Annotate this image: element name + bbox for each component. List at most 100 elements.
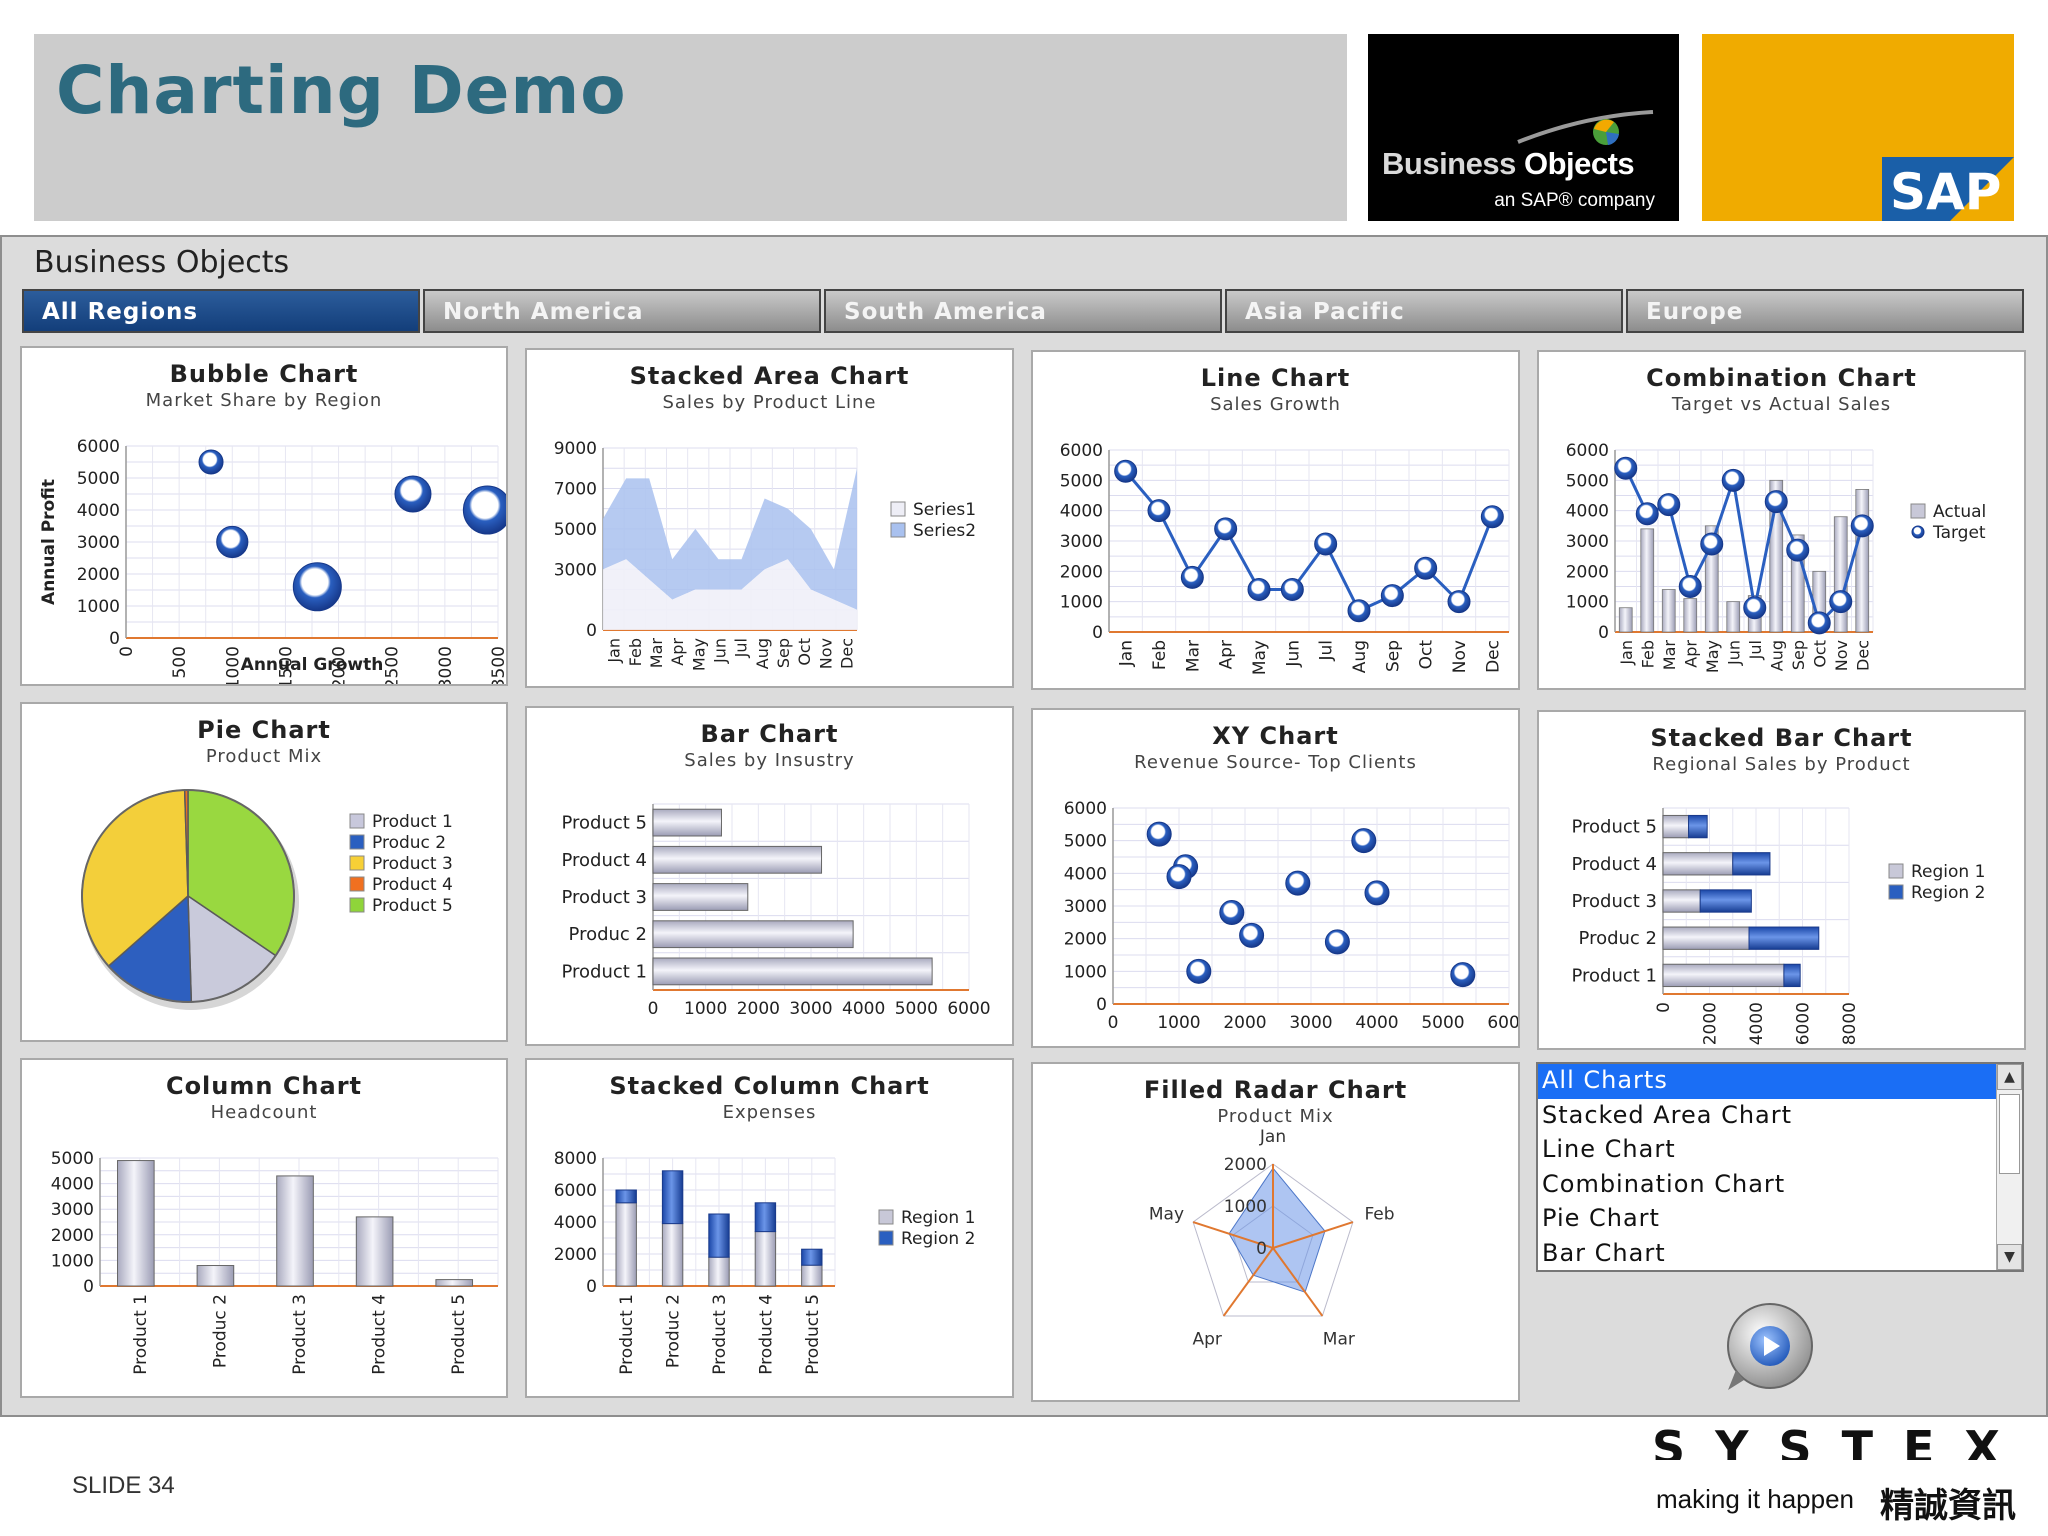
y-tick-label: 0 xyxy=(586,621,597,641)
stacked-bar-region-2 xyxy=(1732,852,1771,876)
chart-list-item[interactable]: Pie Chart xyxy=(1542,1204,1660,1232)
stacked-column-chart-panel[interactable]: Stacked Column Chart Expenses 0 2000 4000 6… xyxy=(525,1058,1014,1398)
x-tick-label: 5000 xyxy=(1421,1013,1464,1033)
radar-axis-label: Jan xyxy=(1259,1127,1286,1147)
y-tick-label: 6000 xyxy=(554,1181,597,1201)
stacked-bar-region-1 xyxy=(1662,963,1785,988)
x-tick-label: Nov xyxy=(816,638,835,669)
y-tick-label: 4000 xyxy=(77,501,120,521)
area-series-1 xyxy=(603,559,857,630)
stacked-bar-chart-panel[interactable]: Stacked Bar Chart Regional Sales by Prod… xyxy=(1537,710,2026,1050)
x-tick-label: Product 1 xyxy=(131,1294,151,1375)
tab-all-regions[interactable]: All Regions xyxy=(22,289,420,333)
chart-list-item[interactable]: Combination Chart xyxy=(1542,1169,1786,1198)
y-tick-label: 5000 xyxy=(51,1149,94,1169)
legend-swatch xyxy=(349,855,365,871)
x-tick-label: 0 xyxy=(1108,1013,1119,1033)
area-series-2 xyxy=(603,468,857,610)
chart-subtitle: Product Mix xyxy=(1217,1106,1334,1127)
x-tick-label: 2500 xyxy=(383,646,403,686)
x-tick-label: Produc 2 xyxy=(210,1294,230,1368)
x-tick-label: Jun xyxy=(1283,640,1303,668)
chart-list-item[interactable]: Line Chart xyxy=(1542,1135,1676,1163)
y-tick-label: 1000 xyxy=(51,1251,94,1271)
stacked-column-region-2 xyxy=(615,1189,637,1204)
line-point xyxy=(1314,532,1338,556)
bar-chart-panel[interactable]: Bar Chart Sales by Insustry 0 1000 2000 300… xyxy=(525,706,1014,1046)
chart-list[interactable]: All Charts Stacked Area Chart Line Chart Co… xyxy=(1536,1062,2024,1272)
stacked-bar-region-2 xyxy=(1688,814,1708,839)
radar-axis-label: Apr xyxy=(1192,1330,1221,1350)
combo-target-point xyxy=(1614,456,1638,480)
chart-list-item[interactable]: Bar Chart xyxy=(1542,1238,1666,1267)
filled-radar-chart-panel[interactable]: Filled Radar Chart Product Mix Jan Feb Mar… xyxy=(1031,1062,1520,1402)
tab-north-america[interactable]: North America xyxy=(423,289,821,333)
legend-label: Actual xyxy=(1933,502,1986,522)
y-tick-label: 8000 xyxy=(554,1149,597,1169)
chart-list-item[interactable]: Stacked Area Chart xyxy=(1542,1100,1793,1129)
scroll-thumb[interactable] xyxy=(1999,1094,2020,1174)
y-tick-label: 2000 xyxy=(1064,930,1107,950)
scroll-up-icon[interactable]: ▲ xyxy=(1997,1064,2022,1090)
x-tick-label: 3000 xyxy=(1289,1013,1332,1033)
y-tick-label: 2000 xyxy=(77,565,120,585)
x-tick-label: Aug xyxy=(1350,640,1370,673)
chart-title: XY Chart xyxy=(1212,722,1339,750)
stacked-bar-region-1 xyxy=(1662,852,1734,876)
x-tick-label: 2000 xyxy=(737,999,780,1019)
chart-list-items: All Charts Stacked Area Chart Line Chart Co… xyxy=(1538,1064,2022,1270)
sap-logo: SAP xyxy=(1702,34,2014,221)
tab-europe[interactable]: Europe xyxy=(1626,289,2024,333)
column-bar xyxy=(276,1175,314,1287)
tab-south-america[interactable]: South America xyxy=(824,289,1222,333)
x-tick-label: Apr xyxy=(668,638,687,666)
radar-axis-label: May xyxy=(1149,1204,1184,1224)
stacked-area-chart-panel[interactable]: Stacked Area Chart Sales by Product Line… xyxy=(525,348,1014,688)
tab-asia-pacific[interactable]: Asia Pacific xyxy=(1225,289,1623,333)
radar-tick-label: 0 xyxy=(1256,1239,1267,1259)
legend-label: Series2 xyxy=(913,521,976,541)
combo-bar xyxy=(1855,489,1870,633)
x-tick-label: Dec xyxy=(1853,640,1872,671)
y-tick-label: 0 xyxy=(83,1277,94,1297)
line-chart-panel[interactable]: Line Chart Sales Growth 0 1000 2000 3000 400… xyxy=(1031,350,1520,690)
y-tick-label: 0 xyxy=(586,1277,597,1297)
y-tick-label: 1000 xyxy=(1566,593,1609,613)
column-chart-panel[interactable]: Column Chart Headcount 0 1000 2000 3000 4000… xyxy=(20,1058,508,1398)
list-scrollbar[interactable]: ▲ ▼ xyxy=(1996,1064,2022,1270)
bubble-chart-panel[interactable]: Bubble Chart Market Share by Region 0 100… xyxy=(20,346,508,686)
x-tick-label: 5000 xyxy=(895,999,938,1019)
stacked-column-region-2 xyxy=(754,1202,777,1233)
x-tick-label: 8000 xyxy=(1840,1002,1860,1045)
xy-chart-panel[interactable]: XY Chart Revenue Source- Top Clients 0 10… xyxy=(1031,708,1520,1048)
chart-list-item[interactable]: All Charts xyxy=(1538,1064,1996,1099)
play-icon[interactable] xyxy=(1722,1300,1818,1396)
y-tick-label: 2000 xyxy=(51,1226,94,1246)
chart-title: Stacked Bar Chart xyxy=(1650,724,1913,752)
bubble-point xyxy=(292,562,342,612)
scroll-down-icon[interactable]: ▼ xyxy=(1997,1244,2022,1270)
xy-point xyxy=(1239,922,1265,948)
sap-logo-text: SAP xyxy=(1890,163,2001,221)
y-tick-label: 4000 xyxy=(51,1175,94,1195)
chart-subtitle: Product Mix xyxy=(205,746,323,767)
legend-label: Product 3 xyxy=(372,854,453,874)
x-tick-label: Apr xyxy=(1217,640,1237,669)
x-tick-label: 6000 xyxy=(1794,1002,1814,1045)
bar xyxy=(652,808,722,837)
x-tick-label: 4000 xyxy=(842,999,885,1019)
legend-swatch xyxy=(890,501,906,517)
legend-label: Series1 xyxy=(913,500,976,520)
legend-label: Product 1 xyxy=(372,812,453,832)
stacked-column-region-2 xyxy=(661,1170,684,1225)
y-axis-label: Annual Profit xyxy=(39,479,59,605)
chart-title: Filled Radar Chart xyxy=(1143,1076,1408,1104)
stacked-bar-chart: 0 2000 4000 6000 8000 Product 1 Produc 2 Produc… xyxy=(1571,807,1985,1045)
combination-chart-panel[interactable]: Combination Chart Target vs Actual Sales… xyxy=(1537,350,2026,690)
x-tick-label: 0 xyxy=(117,646,137,657)
y-tick-label: 0 xyxy=(1096,995,1107,1015)
combo-bar xyxy=(1726,601,1741,633)
bar xyxy=(652,920,854,949)
x-tick-label: 2000 xyxy=(330,646,350,686)
